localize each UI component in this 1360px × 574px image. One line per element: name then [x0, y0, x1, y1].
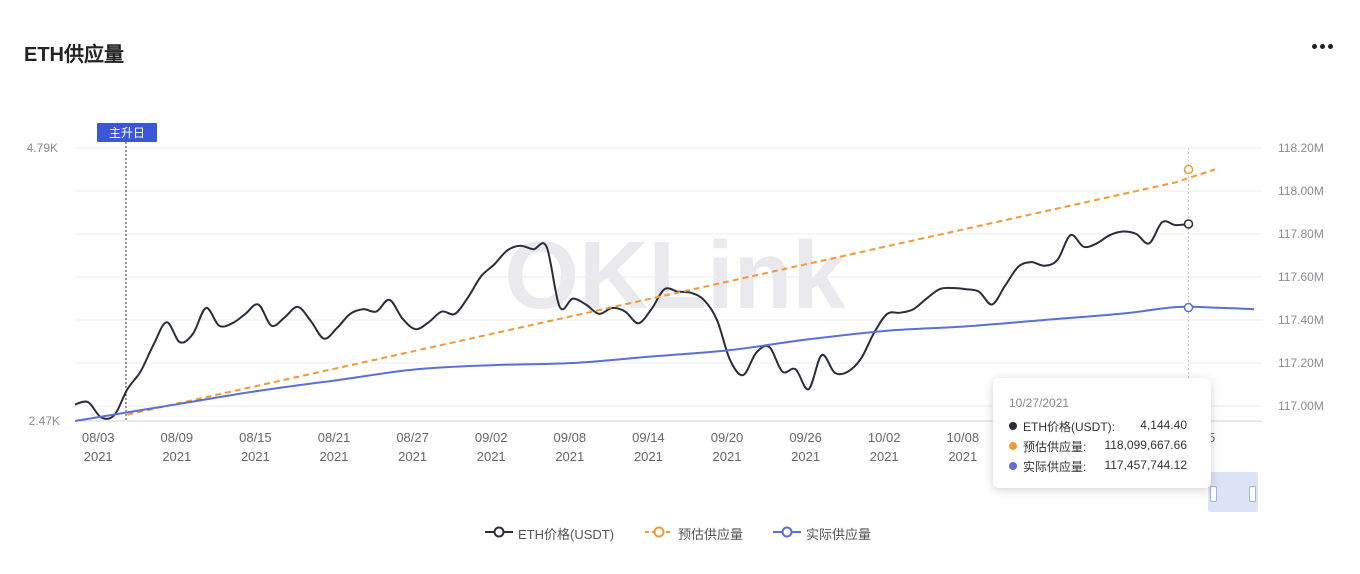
right-axis-tick-label: 117.20M	[1278, 356, 1324, 370]
tooltip-value: 4,144.40	[1140, 418, 1187, 432]
hover-point	[1183, 219, 1194, 229]
zoom-grip-left[interactable]	[1210, 486, 1217, 502]
more-horizontal-icon[interactable]	[1310, 36, 1336, 56]
x-tick-label: 08/21	[318, 430, 351, 445]
chart-legend: ETH价格(USDT) 预估供应量 实际供应量	[0, 522, 1360, 542]
legend-label: ETH价格(USDT)	[518, 527, 615, 542]
legend-line-icon	[645, 526, 673, 538]
x-tick-label: 09/02	[475, 430, 508, 445]
right-axis-tick-label: 118.00M	[1278, 184, 1324, 198]
tooltip-date: 10/27/2021	[1009, 396, 1070, 410]
legend-label: 预估供应量	[678, 527, 744, 542]
x-tick-year-label: 2021	[320, 449, 349, 464]
series-line-2	[74, 305, 1255, 422]
watermark-text: OKLink	[504, 222, 846, 329]
tooltip-value: 118,099,667.66	[1104, 438, 1187, 452]
right-axis-tick-label: 117.80M	[1278, 227, 1324, 241]
x-tick-label: 5	[1208, 430, 1215, 445]
legend-line-icon	[485, 526, 513, 538]
chart-title: ETH供应量	[24, 44, 124, 66]
tooltip-label: 实际供应量:	[1023, 460, 1087, 474]
legend-line-icon	[773, 526, 801, 538]
left-axis-max-label: 4.79K	[27, 141, 58, 155]
x-tick-label: 08/15	[239, 430, 272, 445]
tooltip-row: 实际供应量: 117,457,744.12	[1009, 458, 1199, 474]
x-tick-label: 08/27	[396, 430, 429, 445]
right-axis-tick-label: 117.40M	[1278, 313, 1324, 327]
right-axis-tick-label: 118.20M	[1278, 141, 1324, 155]
x-tick-year-label: 2021	[555, 449, 584, 464]
x-tick-year-label: 2021	[84, 449, 113, 464]
x-tick-label: 08/09	[161, 430, 194, 445]
series-line-0	[74, 220, 1189, 420]
x-tick-label: 08/03	[82, 430, 115, 445]
x-tick-year-label: 2021	[948, 449, 977, 464]
line-chart[interactable]: OKLink 117.00M 117.20M 117.40M 117.60M 117.80…	[0, 0, 1360, 520]
legend-label: 实际供应量	[806, 527, 872, 542]
right-axis-tick-label: 117.60M	[1278, 270, 1324, 284]
x-tick-label: 10/08	[947, 430, 980, 445]
chart-tooltip: 10/27/2021 ETH价格(USDT): 4,144.40 预估供应量: …	[993, 378, 1211, 488]
series-dot	[1009, 442, 1017, 450]
x-tick-label: 10/02	[868, 430, 901, 445]
x-tick-year-label: 2021	[634, 449, 663, 464]
series-dot	[1009, 462, 1017, 470]
x-tick-label: 09/20	[711, 430, 744, 445]
x-tick-label: 09/08	[554, 430, 587, 445]
x-tick-year-label: 2021	[477, 449, 506, 464]
x-tick-year-label: 2021	[398, 449, 427, 464]
x-tick-year-label: 2021	[870, 449, 899, 464]
series-line-1	[127, 168, 1216, 416]
left-axis-min-label: 2.47K	[29, 414, 60, 428]
marker-label: 主升日	[109, 126, 145, 140]
zoom-grip-right[interactable]	[1249, 486, 1256, 502]
right-axis-tick-label: 117.00M	[1278, 399, 1324, 413]
zoom-slider-handle[interactable]	[1208, 472, 1258, 512]
tooltip-row: 预估供应量: 118,099,667.66	[1009, 438, 1199, 454]
x-tick-year-label: 2021	[241, 449, 270, 464]
marker-badge	[97, 123, 157, 142]
tooltip-row: ETH价格(USDT): 4,144.40	[1009, 418, 1199, 434]
series-dot	[1009, 422, 1017, 430]
hover-point	[1183, 302, 1194, 313]
tooltip-value: 117,457,744.12	[1104, 458, 1187, 472]
hover-point	[1183, 164, 1194, 175]
x-tick-label: 09/26	[789, 430, 822, 445]
tooltip-label: ETH价格(USDT):	[1023, 420, 1115, 434]
x-tick-year-label: 2021	[162, 449, 191, 464]
x-tick-label: 09/14	[632, 430, 665, 445]
tooltip-label: 预估供应量:	[1023, 440, 1087, 454]
x-tick-year-label: 2021	[791, 449, 820, 464]
x-tick-year-label: 2021	[713, 449, 742, 464]
